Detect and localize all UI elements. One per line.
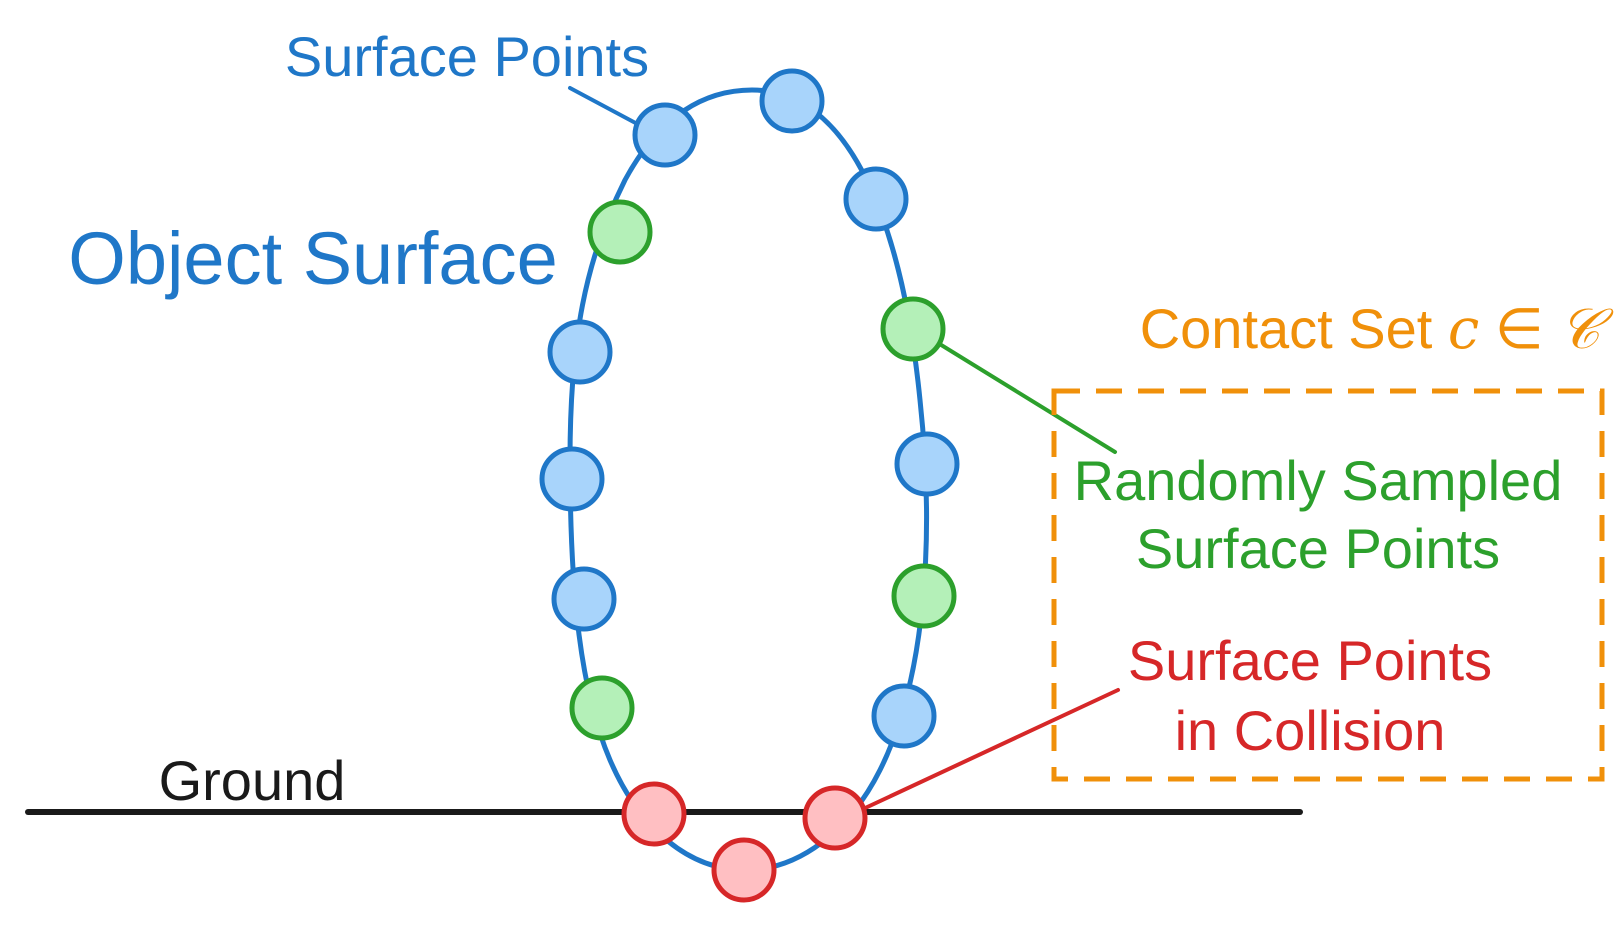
contact-set-C-symbol: 𝒞: [1559, 297, 1614, 362]
surface-point: [759, 68, 825, 134]
random-sampled-label-line2: Surface Points: [1136, 517, 1500, 580]
surface-point: [551, 566, 617, 632]
surface-point: [843, 166, 909, 232]
surface-point: [547, 319, 613, 385]
contact-set-in-symbol: ∈: [1479, 297, 1559, 360]
surface-points-layer: [539, 68, 960, 903]
sampled-point: [880, 296, 946, 362]
object-surface-label: Object Surface: [68, 217, 557, 300]
collision-label-line1: Surface Points: [1128, 629, 1492, 692]
collision-point: [711, 837, 777, 903]
random-sampled-leader: [923, 333, 1117, 454]
contact-set-label: Contact Set c ∈ 𝒞: [1140, 297, 1614, 362]
sampled-point: [891, 563, 957, 629]
sampled-point: [569, 675, 635, 741]
contact-set-c-symbol: c: [1448, 297, 1479, 362]
surface-point: [871, 683, 937, 749]
collision-point: [802, 785, 868, 851]
surface-point: [539, 446, 605, 512]
random-sampled-label-line1: Randomly Sampled: [1074, 449, 1563, 512]
contact-set-box: [1051, 388, 1605, 782]
collision-leader: [846, 688, 1120, 818]
ground-label: Ground: [159, 749, 346, 812]
surface-point: [894, 431, 960, 497]
collision-point: [621, 781, 687, 847]
contact-set-text: Contact Set: [1140, 297, 1448, 360]
collision-label-line2: in Collision: [1175, 699, 1446, 762]
surface-point: [632, 102, 698, 168]
sampled-point: [587, 199, 653, 265]
surface-points-label: Surface Points: [285, 25, 649, 88]
